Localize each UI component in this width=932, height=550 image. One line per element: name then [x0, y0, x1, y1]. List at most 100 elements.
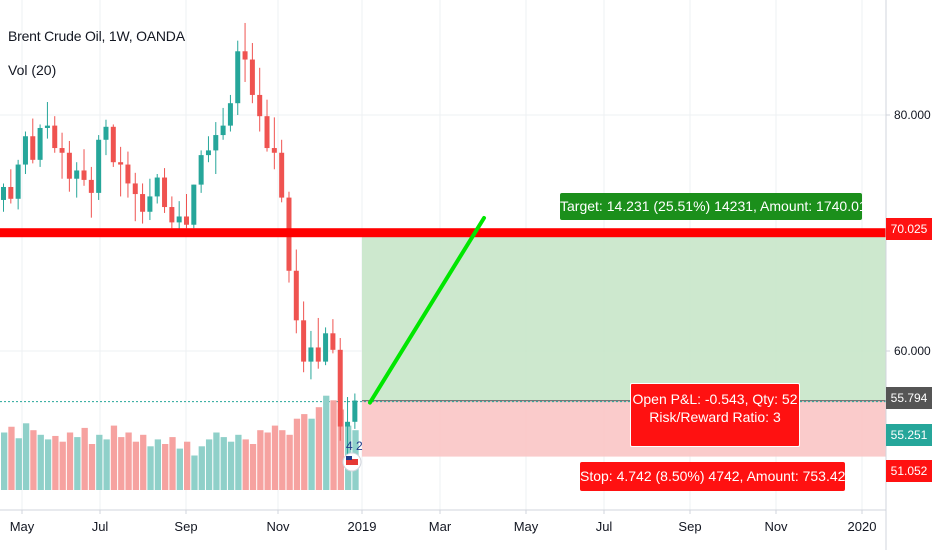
- candle-body[interactable]: [169, 207, 175, 223]
- candle-body[interactable]: [154, 177, 160, 197]
- price-tag-entry: 55.794: [886, 387, 932, 409]
- candle-body[interactable]: [1, 186, 6, 200]
- candle-body[interactable]: [74, 170, 80, 179]
- candle-body[interactable]: [52, 125, 58, 149]
- candle-body[interactable]: [279, 152, 285, 198]
- target-zone: [362, 232, 886, 401]
- stop-label[interactable]: Stop: 4.742 (8.50%) 4742, Amount: 753.42: [580, 462, 845, 491]
- candle-body[interactable]: [140, 194, 146, 212]
- candle-body[interactable]: [8, 186, 14, 199]
- resistance-line[interactable]: [0, 228, 886, 238]
- x-tick-label: Jul: [92, 519, 109, 534]
- candle-body[interactable]: [345, 421, 351, 427]
- candle-body[interactable]: [293, 270, 299, 321]
- volume-bar: [22, 423, 30, 490]
- volume-bar: [125, 432, 132, 490]
- symbol-title: Brent Crude Oil, 1W, OANDA: [8, 28, 185, 44]
- candle-body[interactable]: [235, 51, 241, 104]
- target-label[interactable]: Target: 14.231 (25.51%) 14231, Amount: 1…: [560, 193, 867, 220]
- volume-bar: [249, 444, 257, 490]
- candle-body[interactable]: [30, 136, 36, 160]
- open-pl-label[interactable]: Open P&L: -0.543, Qty: 52 Risk/Reward Ra…: [630, 383, 800, 447]
- candle-body[interactable]: [147, 196, 153, 212]
- volume-bar: [169, 437, 176, 490]
- candle-body[interactable]: [59, 148, 65, 153]
- candle-body[interactable]: [352, 400, 358, 422]
- volume-bar: [96, 434, 103, 490]
- candle-body[interactable]: [118, 162, 124, 165]
- candle-body[interactable]: [264, 116, 270, 149]
- candle-body[interactable]: [198, 155, 204, 185]
- x-tick-label: May: [514, 519, 539, 534]
- volume-bar: [242, 439, 249, 490]
- candle-body[interactable]: [22, 136, 28, 165]
- volume-bar: [213, 432, 220, 490]
- volume-bar: [293, 418, 301, 490]
- price-tag-target: 70.025: [886, 218, 932, 240]
- volume-bar: [66, 432, 74, 490]
- open-pl-text: Open P&L: -0.543, Qty: 52: [632, 391, 798, 407]
- candle-body[interactable]: [44, 125, 50, 128]
- candle-body[interactable]: [257, 94, 263, 117]
- candle-body[interactable]: [191, 184, 197, 225]
- volume-bar: [176, 448, 183, 490]
- candle-body[interactable]: [315, 347, 321, 362]
- candle-body[interactable]: [110, 126, 116, 163]
- candle-body[interactable]: [132, 183, 138, 195]
- volume-bar: [330, 400, 337, 490]
- candlesticks[interactable]: [1, 22, 358, 465]
- candle-body[interactable]: [220, 125, 226, 136]
- x-tick-label: Jul: [596, 519, 613, 534]
- candle-body[interactable]: [37, 127, 43, 160]
- volume-bar: [132, 441, 140, 490]
- candle-body[interactable]: [81, 170, 87, 180]
- candle-body[interactable]: [213, 135, 219, 151]
- x-tick-label: Sep: [678, 519, 701, 534]
- projection-line[interactable]: [368, 216, 486, 405]
- candle-body[interactable]: [205, 150, 211, 156]
- volume-bar: [30, 430, 37, 490]
- volume-bar: [315, 407, 323, 490]
- candle-body[interactable]: [308, 347, 314, 362]
- volume-bar: [52, 435, 59, 490]
- candle-body[interactable]: [96, 139, 102, 193]
- candle-body[interactable]: [66, 152, 72, 179]
- volume-bar: [59, 441, 66, 490]
- candle-body[interactable]: [242, 51, 248, 60]
- candle-body[interactable]: [176, 216, 182, 223]
- event-flag-canton: [346, 456, 352, 460]
- volume-bar: [162, 444, 169, 490]
- volume-bar: [110, 425, 118, 490]
- candle-body[interactable]: [15, 164, 21, 199]
- candle-body[interactable]: [301, 320, 307, 362]
- candle-body[interactable]: [330, 333, 336, 350]
- volume-bar: [118, 437, 125, 490]
- candle-body[interactable]: [184, 216, 189, 225]
- x-tick-label: Nov: [764, 519, 788, 534]
- volume-bar: [205, 439, 213, 490]
- volume-bar: [227, 441, 235, 490]
- candle-body[interactable]: [162, 177, 168, 208]
- candle-body[interactable]: [88, 179, 94, 193]
- volume-bar: [15, 438, 22, 490]
- x-tick-label: Mar: [429, 519, 452, 534]
- volume-indicator-label: Vol (20): [8, 62, 57, 78]
- volume-bar: [235, 434, 242, 490]
- candle-body[interactable]: [323, 333, 329, 362]
- candle-body[interactable]: [103, 126, 109, 140]
- y-tick-label: 80.000: [894, 108, 931, 122]
- volume-bar: [81, 427, 88, 490]
- price-tag-stop: 51.052: [886, 460, 932, 482]
- volume-bar: [44, 439, 52, 490]
- candle-body[interactable]: [249, 59, 255, 95]
- candle-body[interactable]: [227, 103, 233, 126]
- candle-body[interactable]: [337, 349, 343, 427]
- candle-body[interactable]: [125, 164, 131, 184]
- candle-body[interactable]: [271, 148, 277, 153]
- volume-bar: [286, 434, 293, 490]
- volume-bar: [198, 446, 205, 490]
- drawing-lines[interactable]: 4 2: [0, 216, 886, 472]
